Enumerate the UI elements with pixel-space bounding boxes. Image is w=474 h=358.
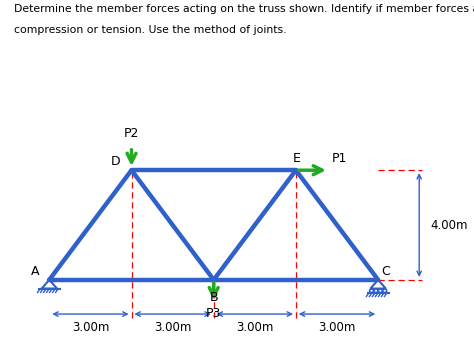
Text: 3.00m: 3.00m — [154, 321, 191, 334]
Text: 3.00m: 3.00m — [319, 321, 356, 334]
Text: D: D — [111, 155, 120, 168]
Text: P3: P3 — [206, 307, 221, 320]
Text: C: C — [381, 265, 390, 277]
Text: P2: P2 — [124, 127, 139, 140]
Text: P1: P1 — [331, 152, 347, 165]
Text: 4.00m: 4.00m — [430, 218, 468, 232]
Text: 3.00m: 3.00m — [236, 321, 273, 334]
Text: Determine the member forces acting on the truss shown. Identify if member forces: Determine the member forces acting on th… — [14, 4, 474, 14]
Text: B: B — [210, 291, 218, 304]
Text: 3.00m: 3.00m — [72, 321, 109, 334]
Text: E: E — [293, 152, 301, 165]
Text: compression or tension. Use the method of joints.: compression or tension. Use the method o… — [14, 25, 287, 35]
Text: A: A — [31, 265, 40, 277]
